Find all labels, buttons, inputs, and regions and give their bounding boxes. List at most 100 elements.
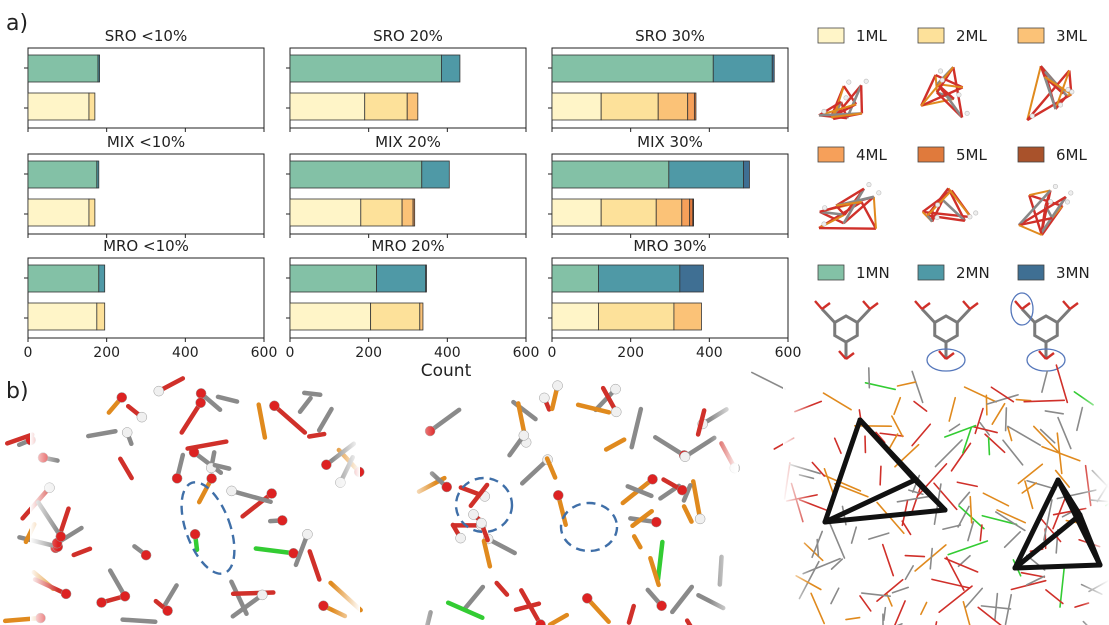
plot-frame: [289, 47, 527, 129]
bond-line: [842, 195, 875, 225]
bond-line: [911, 370, 924, 404]
bar-segment-3ml: [657, 92, 689, 121]
bond-line: [1029, 189, 1051, 197]
bond-line: [681, 504, 694, 524]
bond-line: [814, 300, 823, 310]
bond-line: [901, 520, 912, 536]
bond-line: [584, 596, 611, 625]
x-tick-label: 600: [513, 345, 540, 361]
bond-line: [944, 557, 979, 573]
bond-line: [991, 402, 1006, 425]
bar-segment-3ml: [673, 302, 702, 331]
bond-line: [1017, 189, 1052, 227]
bond-line: [984, 433, 1006, 454]
bond-line: [835, 200, 862, 207]
bond-line: [823, 467, 836, 498]
subplot: MRO 30% 0 200 400 600: [548, 237, 802, 361]
bond-line: [934, 439, 963, 468]
legend-entry-2ml: 2ML: [917, 27, 987, 119]
legend-label: 5ML: [956, 146, 987, 164]
bond-line: [962, 427, 972, 454]
bond-line: [86, 428, 118, 439]
subplot-title: MRO 30%: [633, 237, 706, 255]
bond-line: [1039, 65, 1046, 78]
bond-line: [1043, 76, 1057, 110]
hydrogen-atom: [935, 202, 941, 208]
atom: [136, 411, 148, 423]
hydrogen-atom: [1029, 113, 1035, 119]
bar-segment-5ml: [693, 92, 697, 121]
hydrogen-atom: [939, 77, 945, 83]
bond-line: [879, 432, 904, 437]
bond-line: [891, 586, 910, 594]
atom: [553, 490, 564, 501]
bar-segment-2ml: [364, 92, 408, 121]
bond-line: [964, 587, 984, 609]
atom: [468, 509, 479, 520]
bond-line: [830, 587, 840, 605]
bond-line: [913, 400, 928, 412]
edge-fade: [710, 385, 738, 625]
bond-line: [876, 578, 904, 602]
atom: [679, 451, 691, 462]
bar-segment-1ml: [27, 302, 98, 331]
highlight-ellipse: [1026, 348, 1066, 372]
atom: [321, 459, 332, 471]
atom: [610, 383, 621, 395]
bond-line: [934, 74, 938, 93]
plot-frame: [551, 257, 789, 339]
bond-line: [626, 603, 636, 625]
bar-segment-2mn: [598, 264, 681, 293]
bond-line: [856, 307, 872, 324]
atom: [441, 481, 453, 493]
bar-segment-1ml: [551, 302, 599, 331]
atom: [269, 400, 280, 412]
bond-line: [1006, 426, 1013, 442]
bar-segment-5ml: [689, 198, 694, 227]
legend-label: 6ML: [1056, 146, 1087, 164]
atom: [96, 597, 107, 608]
bond-line: [967, 520, 975, 542]
bond-line: [896, 381, 917, 387]
bond-line: [904, 565, 914, 581]
tetrahedron-edge: [1012, 512, 1083, 571]
bond-line: [751, 371, 786, 390]
bond-line: [468, 482, 490, 508]
bar-segment-3mn: [425, 264, 427, 293]
hydrogen-atom: [938, 68, 944, 74]
bond-line: [1002, 439, 1024, 466]
bond-line: [845, 352, 855, 360]
bar-segment-1mn: [551, 264, 599, 293]
hydrogen-atom: [1058, 102, 1064, 108]
atom: [539, 392, 550, 404]
subplot-title: SRO <10%: [105, 27, 187, 45]
bond-line: [834, 482, 869, 498]
bond-line: [1055, 364, 1069, 404]
bond-line: [810, 592, 826, 625]
hydrogen-atom: [1068, 190, 1074, 196]
bar-segment-2ml: [600, 198, 657, 227]
atom: [581, 593, 593, 604]
bond-line: [494, 580, 510, 597]
bond-line: [307, 549, 322, 582]
bond-line: [927, 214, 966, 223]
bond-line: [1054, 70, 1071, 110]
bond-line: [979, 524, 983, 542]
bond-line: [859, 85, 864, 114]
bond-line: [875, 431, 886, 444]
bond-line: [603, 437, 627, 452]
bond-line: [816, 538, 820, 558]
bond-line: [996, 509, 1027, 524]
bar-segment-2ml: [96, 302, 106, 331]
bar-segment-1ml: [289, 92, 366, 121]
bond-line: [830, 558, 844, 570]
bond-line: [1040, 196, 1067, 234]
bond-line: [944, 94, 964, 119]
atom: [476, 517, 487, 529]
bar-segment-6ml: [692, 198, 695, 227]
subplot: SRO 30%: [548, 27, 789, 132]
legend: 1ML 2ML 3ML 4ML 5ML 6ML 1MN 2MN 3MN: [814, 27, 1090, 372]
bond-line: [948, 396, 957, 422]
legend-swatch: [1017, 264, 1045, 281]
legend-swatch: [917, 264, 945, 281]
